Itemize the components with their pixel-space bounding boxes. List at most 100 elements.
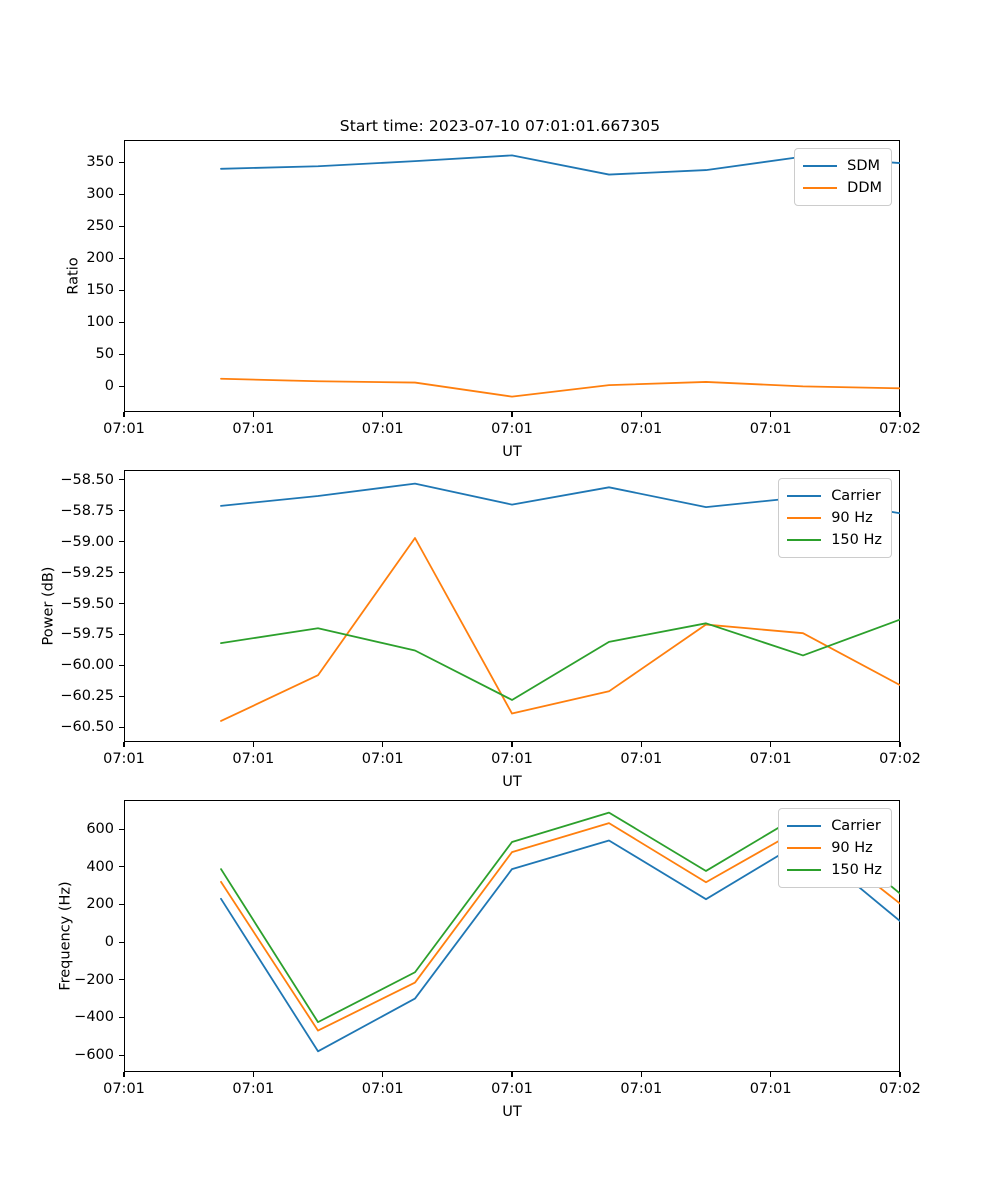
x-tick-mark	[382, 412, 384, 417]
legend-label: DDM	[847, 180, 882, 196]
x-tick-mark	[511, 742, 513, 747]
y-tick-label: 400	[86, 858, 114, 875]
y-axis-label: Power (dB)	[40, 566, 57, 646]
y-tick-mark	[119, 941, 124, 943]
x-tick-mark	[640, 742, 642, 747]
x-tick-label: 07:01	[103, 751, 145, 767]
legend[interactable]: SDM DDM	[794, 148, 892, 206]
x-tick-label: 07:01	[361, 421, 404, 437]
x-tick-label: 07:01	[620, 751, 663, 767]
data-series-line	[220, 537, 900, 722]
x-tick-label: 07:02	[879, 751, 921, 767]
legend-item[interactable]: Carrier	[787, 485, 882, 507]
data-series-line	[220, 839, 900, 1053]
legend-label: SDM	[847, 158, 881, 174]
legend-label: Carrier	[831, 818, 881, 834]
legend-color-swatch	[787, 846, 822, 850]
legend-color-swatch	[803, 164, 838, 168]
x-tick-label: 07:02	[879, 421, 921, 437]
y-tick-label: 350	[86, 154, 114, 171]
y-tick-mark	[119, 572, 124, 574]
legend-item[interactable]: DDM	[803, 177, 882, 199]
x-tick-label: 07:01	[620, 1081, 663, 1097]
legend-item[interactable]: SDM	[803, 155, 882, 177]
y-tick-mark	[119, 726, 124, 728]
y-tick-label: 300	[86, 186, 114, 203]
legend-item[interactable]: 90 Hz	[787, 837, 882, 859]
x-tick-mark	[511, 1072, 513, 1077]
x-tick-mark	[382, 742, 384, 747]
y-tick-label: −58.75	[60, 502, 114, 519]
y-tick-label: −59.50	[60, 595, 114, 612]
x-tick-mark	[252, 1072, 254, 1077]
y-tick-label: −400	[74, 1009, 114, 1026]
y-tick-mark	[119, 1054, 124, 1056]
y-tick-label: 150	[86, 282, 114, 299]
x-tick-mark	[640, 1072, 642, 1077]
x-tick-label: 07:01	[103, 1081, 145, 1097]
x-tick-label: 07:01	[491, 421, 533, 437]
x-tick-mark	[899, 412, 901, 417]
x-tick-mark	[123, 1072, 125, 1077]
legend-color-swatch	[787, 516, 822, 520]
y-tick-label: 200	[86, 250, 114, 267]
x-tick-mark	[640, 412, 642, 417]
y-tick-label: −58.50	[60, 471, 114, 488]
x-tick-label: 07:01	[491, 751, 533, 767]
y-tick-mark	[119, 828, 124, 830]
y-tick-label: 100	[86, 314, 114, 331]
y-tick-mark	[119, 385, 124, 387]
y-tick-mark	[119, 353, 124, 355]
x-tick-label: 07:01	[232, 1081, 275, 1097]
x-tick-label: 07:01	[620, 421, 663, 437]
y-tick-label: 50	[95, 346, 114, 363]
legend-item[interactable]: 90 Hz	[787, 507, 882, 529]
legend-item[interactable]: Carrier	[787, 815, 882, 837]
x-tick-label: 07:01	[749, 421, 792, 437]
y-tick-mark	[119, 866, 124, 868]
legend-color-swatch	[803, 186, 838, 190]
legend[interactable]: Carrier 90 Hz 150 Hz	[778, 478, 892, 558]
x-tick-label: 07:01	[232, 751, 275, 767]
y-tick-label: −59.75	[60, 626, 114, 643]
y-tick-mark	[119, 695, 124, 697]
y-tick-mark	[119, 289, 124, 291]
legend-item[interactable]: 150 Hz	[787, 529, 882, 551]
y-tick-label: −59.00	[60, 533, 114, 550]
x-tick-mark	[123, 742, 125, 747]
x-tick-mark	[899, 742, 901, 747]
legend[interactable]: Carrier 90 Hz 150 Hz	[778, 808, 892, 888]
y-tick-label: −60.50	[60, 719, 114, 736]
legend-color-swatch	[787, 868, 822, 872]
data-series-line	[220, 618, 900, 701]
legend-item[interactable]: 150 Hz	[787, 859, 882, 881]
legend-color-swatch	[787, 494, 822, 498]
y-tick-label: −60.25	[60, 688, 114, 705]
y-tick-label: 0	[104, 934, 114, 951]
x-tick-label: 07:01	[361, 1081, 404, 1097]
x-tick-mark	[770, 742, 772, 747]
x-tick-mark	[770, 412, 772, 417]
x-tick-label: 07:01	[103, 421, 145, 437]
y-tick-label: −59.25	[60, 564, 114, 581]
y-tick-label: −60.00	[60, 657, 114, 674]
x-tick-label: 07:01	[749, 1081, 792, 1097]
y-tick-mark	[119, 979, 124, 981]
y-tick-label: 200	[86, 896, 114, 913]
x-tick-mark	[770, 1072, 772, 1077]
legend-label: 150 Hz	[831, 862, 882, 878]
legend-label: 150 Hz	[831, 532, 882, 548]
y-axis-label: Frequency (Hz)	[57, 881, 74, 991]
y-tick-mark	[119, 479, 124, 481]
y-tick-label: 0	[104, 378, 114, 395]
y-tick-mark	[119, 633, 124, 635]
legend-color-swatch	[787, 538, 822, 542]
x-tick-mark	[382, 1072, 384, 1077]
x-axis-label: UT	[502, 1104, 522, 1120]
legend-label: 90 Hz	[831, 510, 873, 526]
y-tick-mark	[119, 510, 124, 512]
legend-label: 90 Hz	[831, 840, 873, 856]
y-tick-mark	[119, 903, 124, 905]
y-tick-mark	[119, 664, 124, 666]
